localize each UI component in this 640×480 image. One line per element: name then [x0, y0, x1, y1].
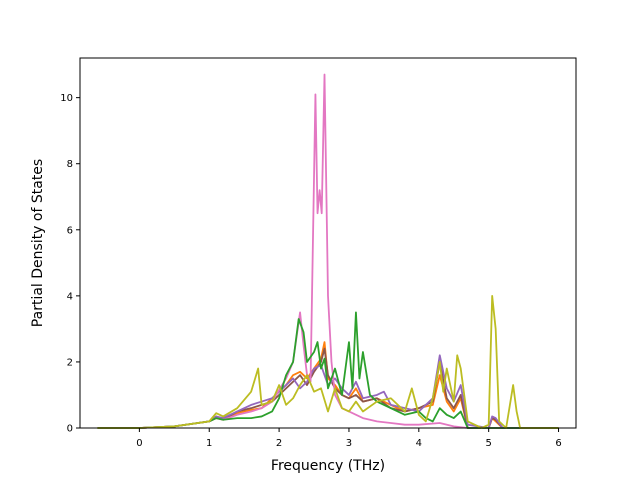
series-line-4	[97, 73, 559, 429]
y-tick-label: 4	[67, 291, 73, 302]
y-tick-label: 6	[67, 225, 73, 236]
y-tick-label: 2	[67, 357, 73, 368]
x-tick-label: 5	[485, 438, 491, 449]
x-tick-label: 6	[555, 438, 561, 449]
y-axis: 0 2 4 6 8 10	[60, 93, 80, 435]
x-tick-label: 4	[416, 438, 422, 449]
x-tick-label: 2	[276, 438, 282, 449]
series-line-5	[97, 311, 559, 429]
x-tick-label: 3	[346, 438, 352, 449]
y-tick-label: 8	[67, 159, 73, 170]
x-axis-title: Frequency (THz)	[271, 458, 385, 474]
series-layer	[97, 73, 559, 429]
x-axis: 0 1 2 3 4 5 6	[136, 428, 562, 449]
axes-frame	[79, 57, 577, 429]
y-axis-title: Partial Density of States	[30, 159, 46, 327]
series-line-6	[97, 294, 559, 429]
x-tick-label: 1	[206, 438, 212, 449]
series-line-1	[97, 341, 559, 429]
y-tick-label: 10	[60, 93, 73, 104]
x-tick-label: 0	[136, 438, 142, 449]
y-tick-label: 0	[67, 424, 73, 435]
